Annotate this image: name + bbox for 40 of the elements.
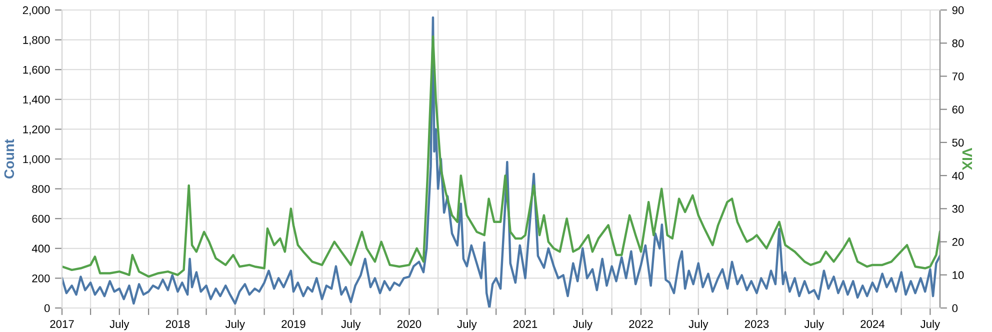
y-tick-label: 2,000 [22, 6, 50, 16]
x-tick-label: July [804, 320, 824, 330]
line-series [62, 35, 940, 278]
y-tick-label: 1,400 [23, 96, 50, 105]
x-tick-label: 2020 [397, 320, 422, 328]
y-tick-label: 600 [32, 214, 50, 223]
y-axis-title: Count [4, 139, 14, 178]
y2-tick-label: 0 [952, 304, 958, 312]
y2-tick-label: 80 [952, 39, 964, 48]
x-tick-label: 2018 [166, 320, 190, 328]
y-tick-label: 200 [32, 274, 50, 282]
x-tick-label: 2017 [50, 320, 74, 328]
y-tick-label: 0 [44, 304, 50, 312]
y-tick-label: 400 [32, 244, 50, 253]
x-tick-label: July [225, 320, 245, 330]
y2-tick-label: 40 [952, 172, 964, 180]
y2-tick-label: 90 [952, 6, 964, 14]
x-tick-label: 2023 [744, 320, 769, 328]
y-tick-label: 1,600 [23, 66, 50, 76]
x-tick-label: July [110, 320, 130, 330]
x-tick-label: July [920, 320, 940, 330]
x-tick-label: 2021 [513, 320, 538, 328]
y2-tick-label: 70 [952, 72, 964, 80]
y-tick-label: 1,000 [23, 155, 50, 164]
x-tick-label: July [572, 320, 593, 330]
x-tick-label: July [457, 320, 477, 330]
y2-tick-label: 30 [952, 204, 964, 213]
y2-tick-label: 60 [952, 106, 964, 114]
y2-tick-label: 20 [952, 238, 964, 246]
y-tick-label: 800 [32, 185, 50, 193]
x-tick-label: July [688, 320, 708, 330]
x-tick-label: July [341, 320, 361, 330]
x-tick-label: 2022 [629, 320, 653, 328]
y2-axis-title: VIX [962, 148, 972, 170]
x-tick-label: 2024 [860, 320, 884, 328]
y2-tick-label: 10 [952, 271, 964, 280]
x-tick-label: 2019 [282, 320, 306, 328]
y-tick-label: 1,800 [23, 36, 50, 46]
y2-tick-label: 50 [952, 138, 964, 147]
y-tick-label: 1,200 [23, 125, 50, 135]
